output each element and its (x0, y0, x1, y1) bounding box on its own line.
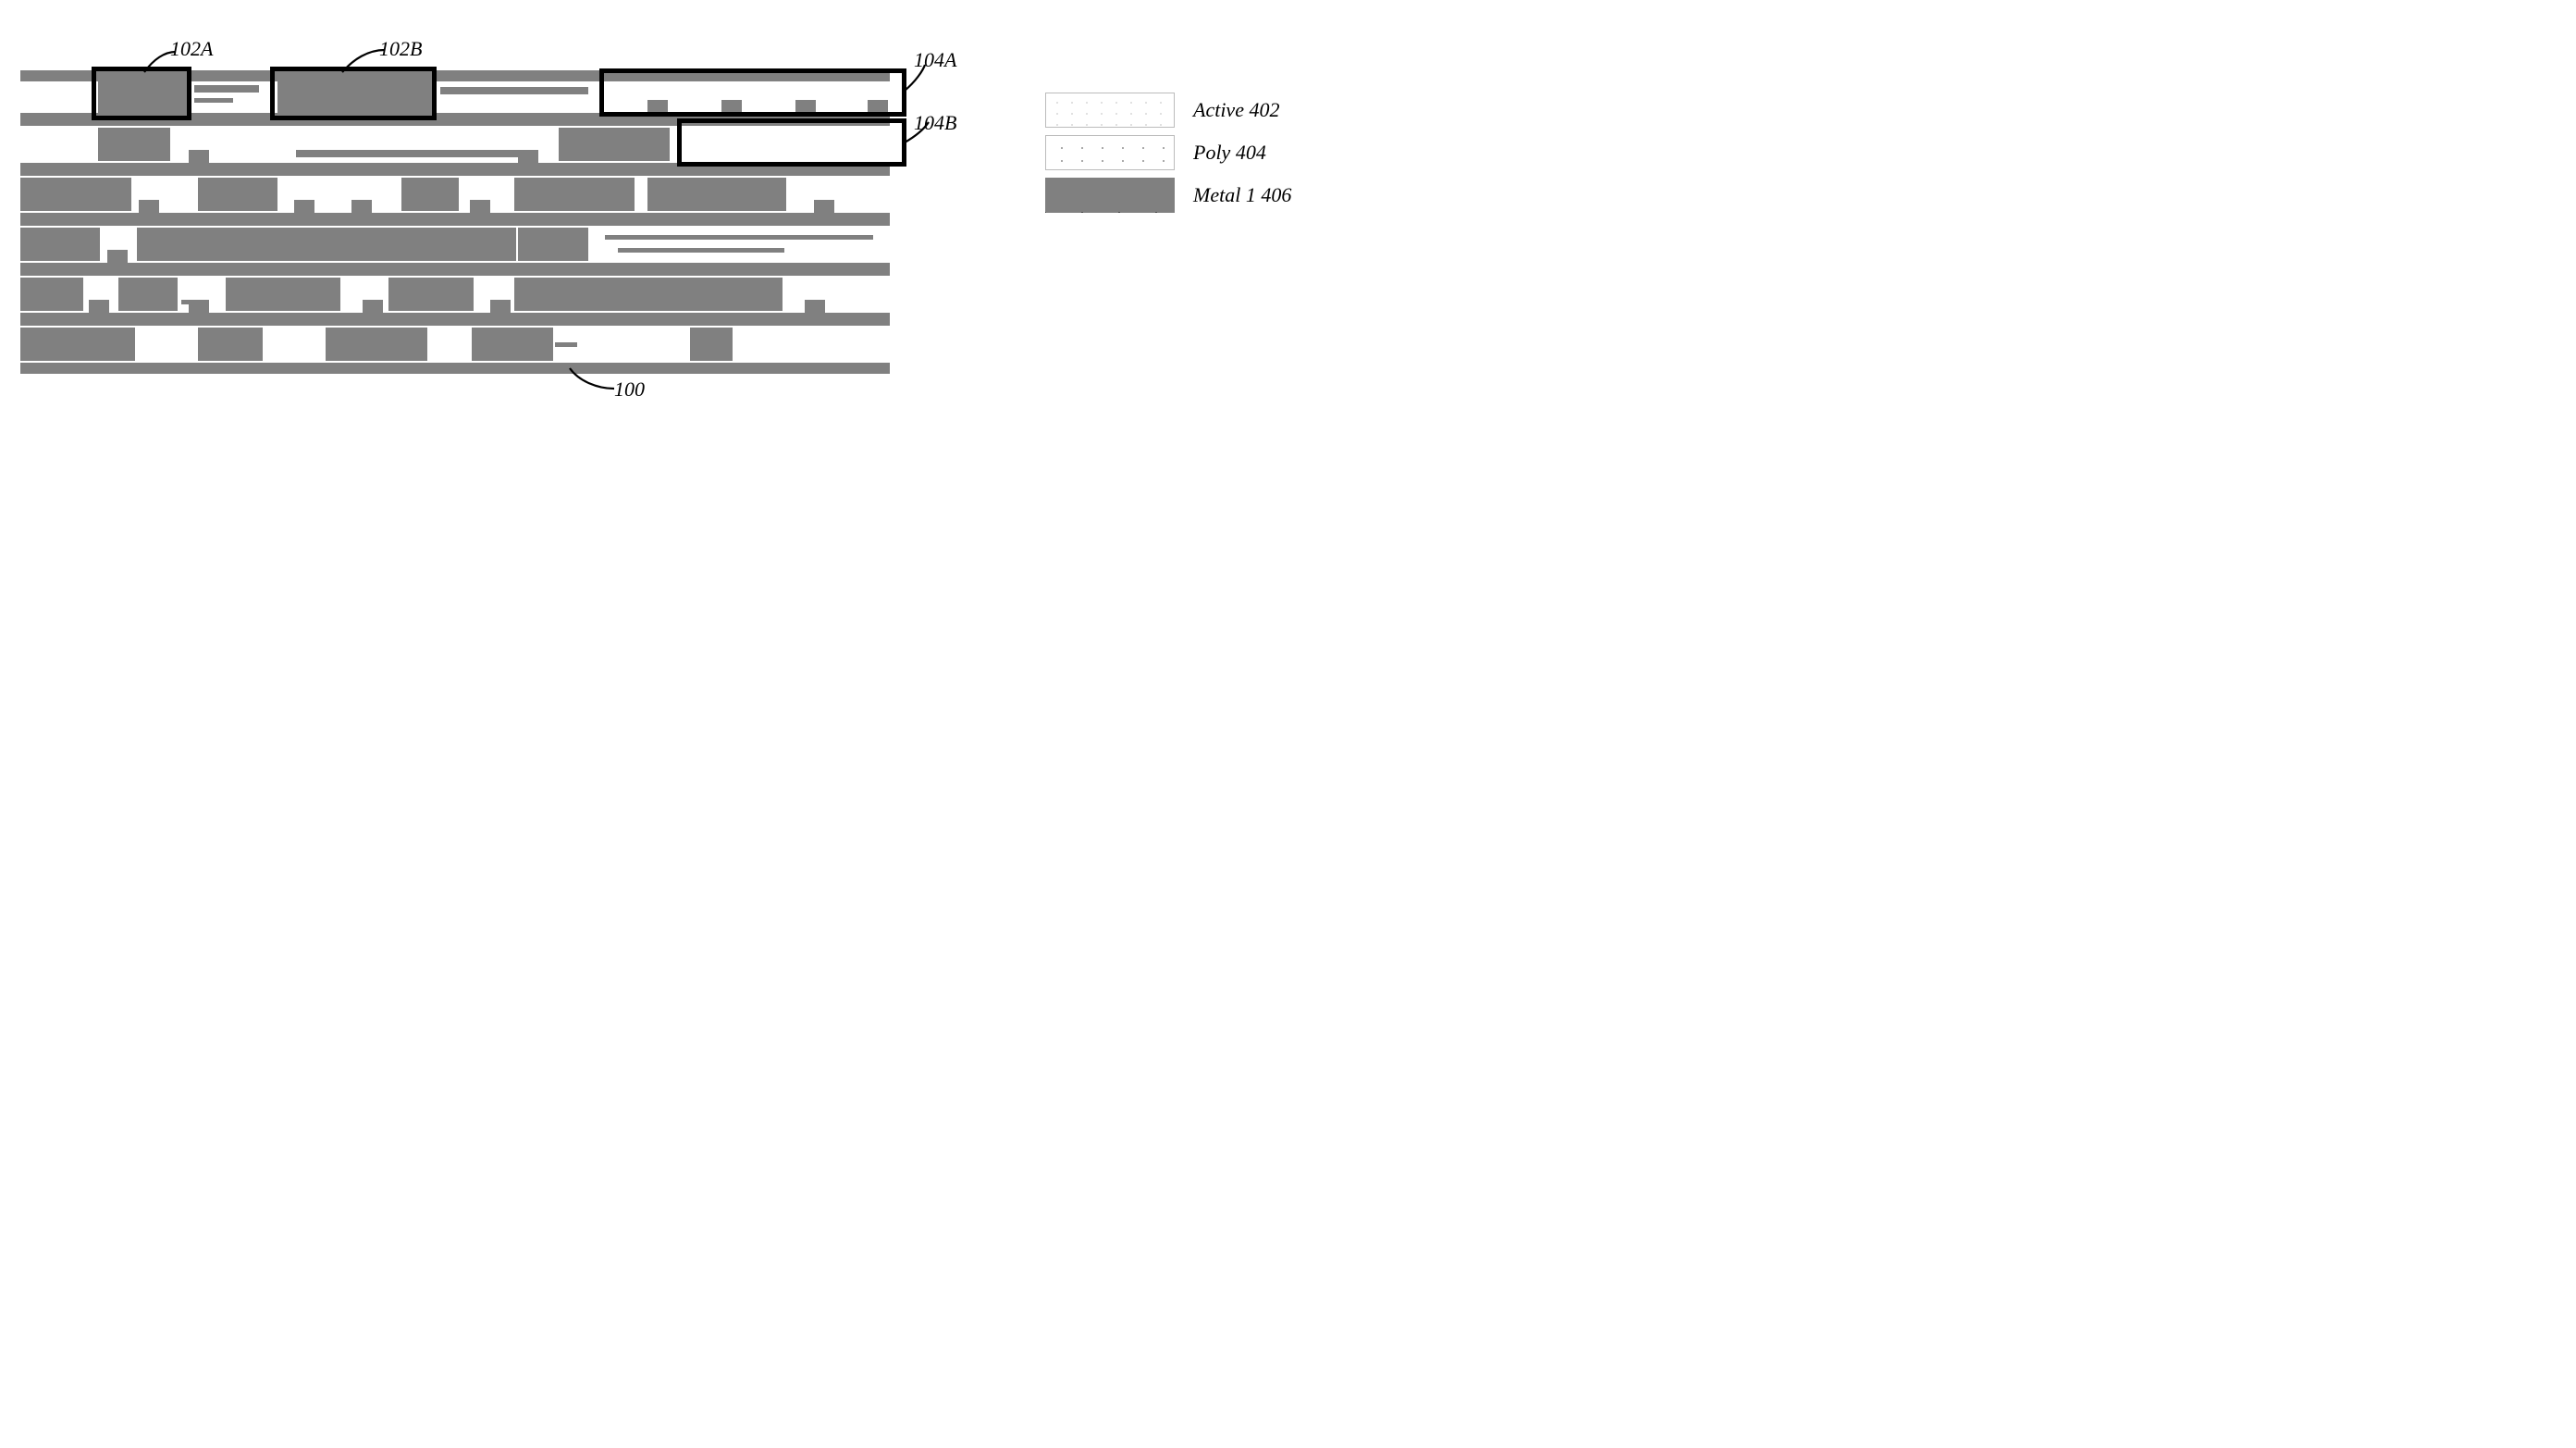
legend-swatch-metal1 (1045, 178, 1175, 213)
leader-lines (0, 0, 1017, 426)
legend-label-active: Active 402 (1193, 98, 1279, 122)
label-102B: 102B (379, 37, 422, 61)
legend-swatch-active (1045, 93, 1175, 128)
label-104A: 104A (914, 48, 956, 72)
label-104B: 104B (914, 111, 956, 135)
label-102A: 102A (170, 37, 213, 61)
figure-root: 102A 102B 104A 104B 100 Active 402 Poly … (0, 0, 1387, 780)
label-100: 100 (614, 377, 645, 402)
legend-swatch-poly (1045, 135, 1175, 170)
legend-label-poly: Poly 404 (1193, 141, 1266, 165)
legend-label-metal1: Metal 1 406 (1193, 183, 1291, 207)
